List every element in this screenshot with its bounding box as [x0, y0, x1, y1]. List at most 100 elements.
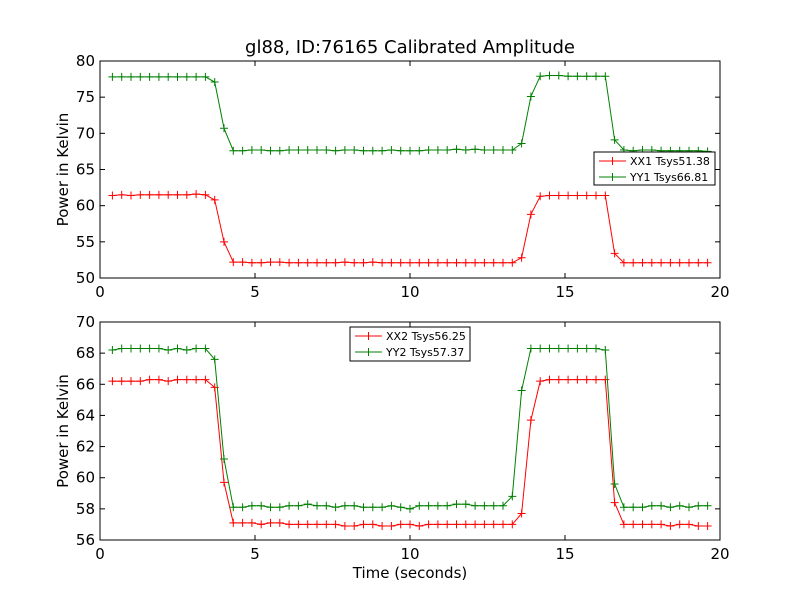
data-point — [443, 501, 452, 510]
data-point — [229, 258, 238, 267]
data-point — [601, 72, 610, 81]
data-point — [499, 520, 507, 529]
y-tick-label: 75 — [76, 88, 95, 106]
data-point — [378, 146, 387, 155]
data-point — [303, 258, 312, 267]
data-point — [350, 501, 359, 510]
data-point — [582, 375, 591, 384]
legend-marker — [608, 157, 617, 165]
y-tick-label: 56 — [76, 531, 95, 549]
data-point — [350, 258, 359, 267]
x-tick-label: 20 — [710, 283, 729, 301]
data-point — [647, 501, 656, 510]
data-point — [340, 258, 349, 267]
y-axis-label: Power in Kelvin — [54, 374, 72, 488]
data-point — [461, 258, 470, 267]
data-point — [601, 191, 610, 200]
data-point — [629, 520, 638, 529]
data-point — [703, 501, 712, 510]
data-point — [489, 145, 498, 154]
data-point — [322, 258, 331, 267]
data-point — [433, 501, 442, 510]
data-point — [220, 237, 228, 246]
x-tick-label: 0 — [95, 283, 105, 301]
x-tick-label: 0 — [95, 545, 105, 563]
data-point — [685, 503, 693, 512]
data-point — [210, 77, 219, 86]
data-point — [275, 146, 284, 155]
data-point — [536, 72, 545, 81]
data-point — [694, 258, 703, 267]
data-point — [238, 503, 247, 512]
data-point — [619, 503, 628, 512]
data-point — [489, 501, 498, 510]
data-point — [657, 520, 666, 529]
x-tick-label: 10 — [400, 545, 419, 563]
data-point — [238, 146, 247, 155]
data-point — [387, 501, 396, 510]
data-point — [359, 146, 368, 155]
data-point — [573, 72, 582, 81]
data-point — [554, 191, 563, 200]
y-tick-label: 64 — [76, 406, 95, 424]
data-point — [619, 258, 628, 267]
x-axis-label: Time (seconds) — [352, 564, 468, 582]
data-point — [424, 501, 433, 510]
data-point — [359, 258, 368, 267]
data-point — [415, 501, 424, 510]
data-point — [573, 375, 582, 384]
data-point — [285, 145, 294, 154]
data-point — [210, 355, 219, 364]
data-point — [517, 253, 526, 262]
x-tick-label: 15 — [555, 283, 574, 301]
data-point — [145, 72, 154, 81]
data-point — [554, 375, 563, 384]
data-point — [573, 344, 582, 353]
data-point — [526, 344, 535, 353]
legend: XX2 Tsys56.25 YY2 Tsys57.37 — [349, 326, 471, 362]
y-tick-label: 66 — [76, 375, 95, 393]
data-point — [173, 190, 182, 199]
y-tick-label: 55 — [76, 233, 95, 251]
data-point — [610, 479, 619, 488]
data-point — [452, 500, 461, 509]
data-point — [508, 492, 517, 501]
data-point — [127, 191, 135, 200]
data-point — [340, 501, 349, 510]
data-point — [182, 72, 191, 81]
data-point — [582, 344, 591, 353]
data-point — [508, 145, 517, 154]
data-point — [192, 190, 201, 199]
data-point — [601, 375, 610, 384]
y-tick-label: 65 — [76, 161, 95, 179]
data-point — [647, 258, 656, 267]
data-point — [247, 501, 256, 510]
data-point — [117, 190, 126, 199]
data-point — [592, 191, 600, 200]
x-tick-label: 20 — [710, 545, 729, 563]
data-point — [582, 191, 591, 200]
data-point — [406, 146, 414, 155]
data-point — [368, 258, 377, 267]
data-point — [275, 503, 284, 512]
data-point — [508, 520, 517, 529]
data-point — [350, 145, 359, 154]
data-point — [629, 258, 638, 267]
data-point — [406, 258, 414, 267]
y-tick-label: 62 — [76, 438, 95, 456]
data-point — [220, 455, 228, 464]
data-point — [657, 501, 666, 510]
data-point — [359, 503, 368, 512]
data-point — [285, 258, 294, 267]
data-point — [638, 258, 647, 267]
data-point — [136, 344, 145, 353]
data-point — [192, 344, 201, 353]
data-point — [461, 520, 470, 529]
data-point — [396, 258, 405, 267]
data-point — [303, 500, 312, 509]
data-point — [136, 377, 145, 386]
data-point — [610, 135, 619, 144]
data-point — [666, 503, 675, 512]
data-point — [452, 520, 461, 529]
data-point — [415, 521, 424, 530]
